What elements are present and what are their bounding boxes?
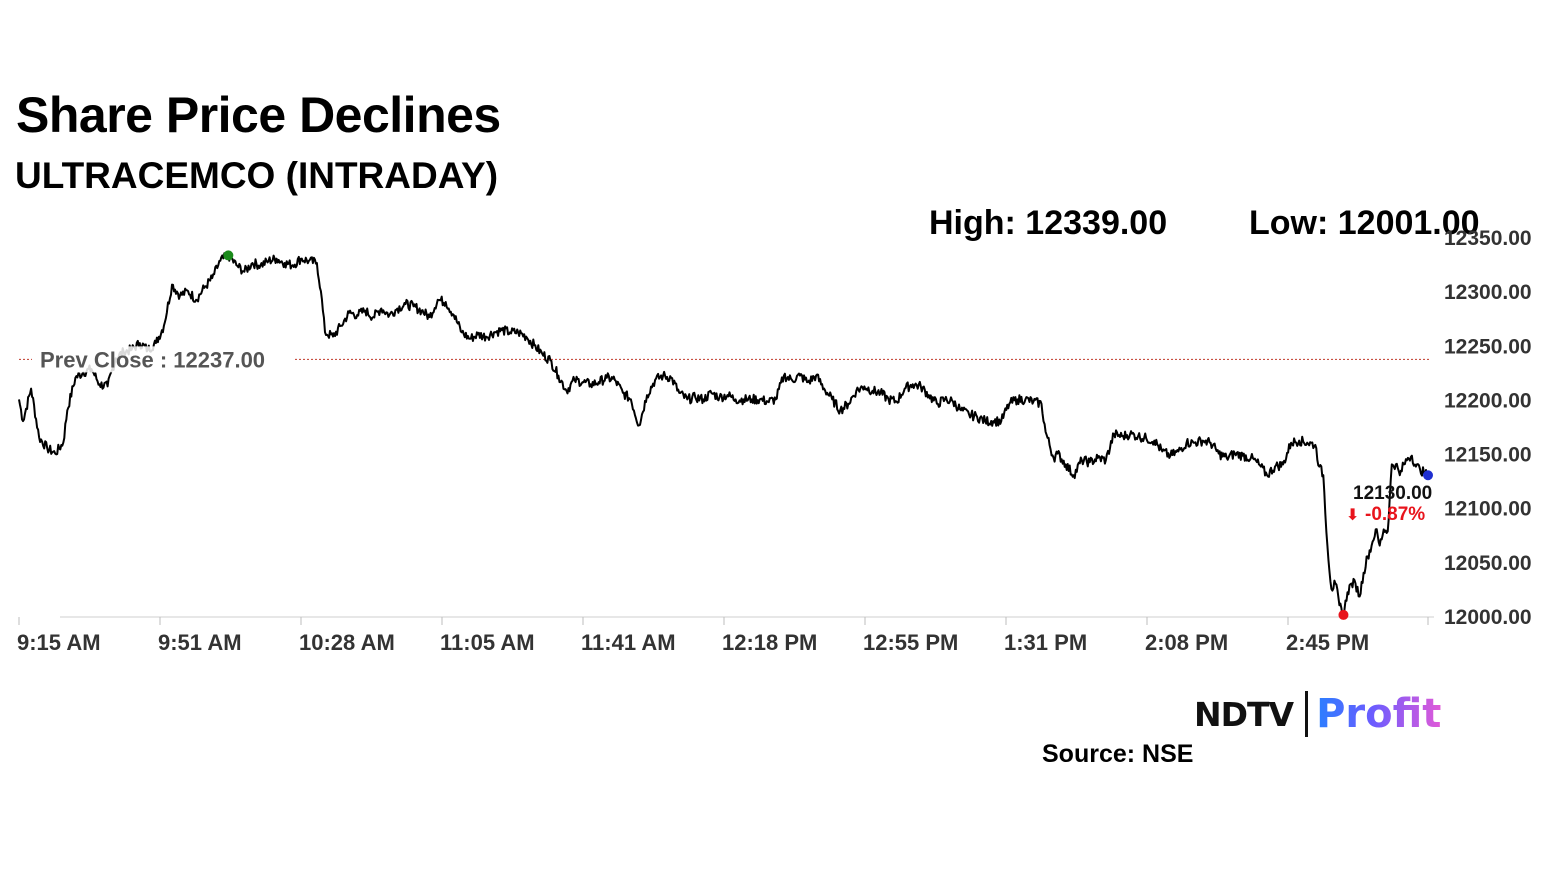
low-value-label: Low: 12001.00 <box>1249 204 1480 242</box>
ndtv-profit-logo: NDTV Profit <box>1194 688 1441 740</box>
prev-close-label: Prev Close : 12237.00 <box>40 347 265 372</box>
x-tick-label: 11:05 AM <box>440 630 535 655</box>
chart-title: Share Price Declines <box>16 87 501 143</box>
x-tick-label: 12:18 PM <box>722 630 817 655</box>
y-tick-label: 12200.00 <box>1444 389 1532 412</box>
x-tick-label: 10:28 AM <box>299 630 395 655</box>
x-tick-label: 12:55 PM <box>863 630 958 655</box>
change-arrow-icon: ⬇ <box>1346 505 1359 524</box>
y-tick-label: 12250.00 <box>1444 335 1532 358</box>
high-value-label: High: 12339.00 <box>929 204 1168 242</box>
low-marker <box>1338 609 1349 620</box>
x-tick-label: 11:41 AM <box>581 630 676 655</box>
logo-ndtv-text: NDTV <box>1194 694 1294 734</box>
price-series-line <box>18 252 1429 619</box>
logo-profit-text: Profit <box>1316 691 1442 737</box>
change-percent-label: -0.87% <box>1365 504 1425 525</box>
prev-close-label-box <box>34 346 292 373</box>
high-marker <box>223 250 234 261</box>
logo-divider <box>1305 691 1309 737</box>
chart-subtitle: ULTRACEMCO (INTRADAY) <box>15 155 499 196</box>
y-tick-label: 12150.00 <box>1444 444 1532 467</box>
x-tick-label: 9:15 AM <box>17 630 101 655</box>
last-price-marker <box>1423 470 1433 481</box>
y-tick-label: 12300.00 <box>1444 281 1532 304</box>
y-tick-label: 12100.00 <box>1444 498 1532 521</box>
x-tick-label: 9:51 AM <box>158 630 242 655</box>
x-tick-label: 2:45 PM <box>1286 630 1369 655</box>
y-tick-label: 12000.00 <box>1444 606 1532 629</box>
y-tick-label: 12350.00 <box>1444 227 1532 250</box>
x-tick-label: 2:08 PM <box>1145 630 1228 655</box>
x-tick-label: 1:31 PM <box>1004 630 1087 655</box>
source-label: Source: NSE <box>1042 740 1194 768</box>
last-price-label: 12130.00 <box>1353 483 1432 504</box>
y-tick-label: 12050.00 <box>1444 552 1532 575</box>
